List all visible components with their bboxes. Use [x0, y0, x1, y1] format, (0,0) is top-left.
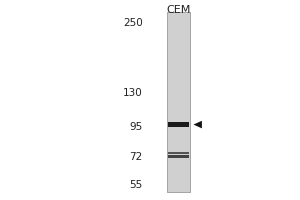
Text: 55: 55 [129, 180, 142, 190]
Text: 72: 72 [129, 152, 142, 162]
Text: 250: 250 [123, 18, 142, 28]
Bar [168, 155, 189, 158]
Bar [167, 12, 190, 192]
Text: CEM: CEM [166, 5, 191, 15]
Bar [168, 152, 189, 154]
Text: 130: 130 [123, 88, 142, 98]
Bar [168, 122, 189, 127]
Text: 95: 95 [129, 122, 142, 132]
Polygon shape [194, 121, 202, 128]
